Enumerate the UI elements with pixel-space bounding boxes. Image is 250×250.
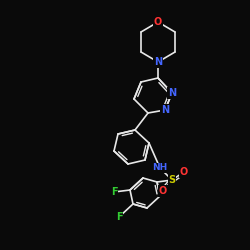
Text: F: F — [116, 212, 122, 222]
Text: N: N — [168, 88, 176, 98]
Text: O: O — [154, 17, 162, 27]
Text: NH: NH — [152, 164, 168, 172]
Text: S: S — [168, 175, 175, 185]
Text: O: O — [159, 186, 167, 196]
Text: F: F — [111, 187, 117, 197]
Text: N: N — [161, 105, 169, 115]
Text: N: N — [154, 57, 162, 67]
Text: O: O — [180, 167, 188, 177]
